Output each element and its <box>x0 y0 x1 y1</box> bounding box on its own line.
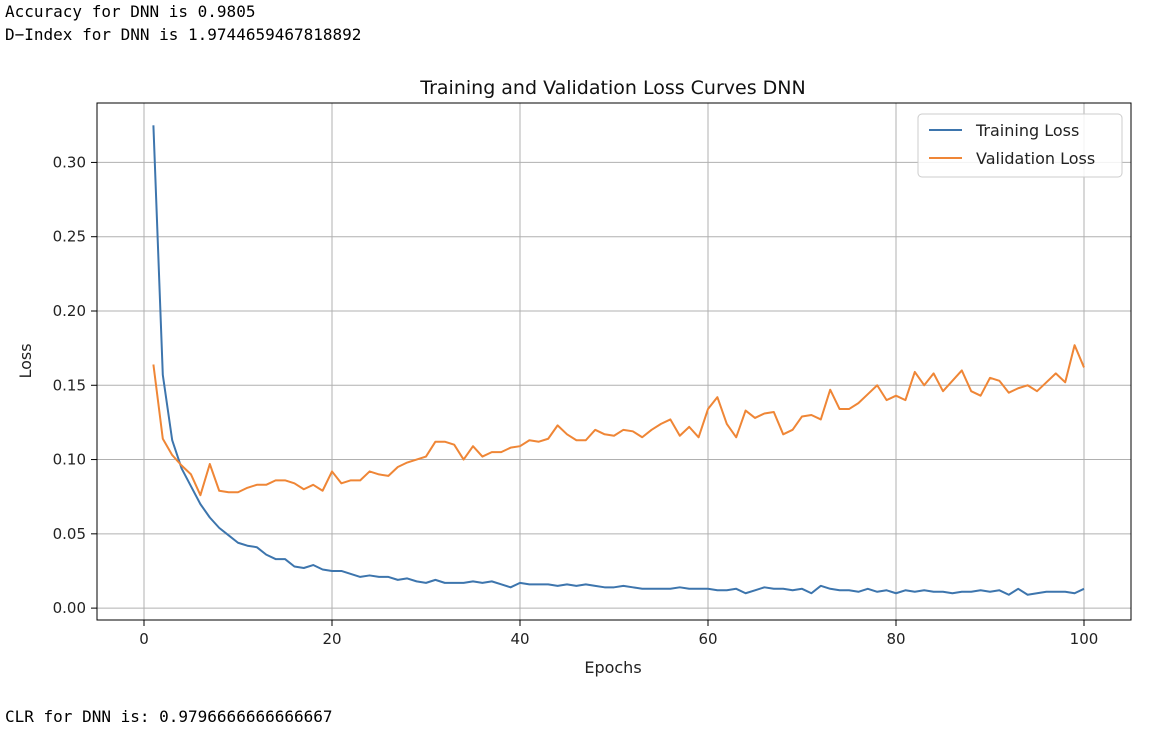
clr-output-line: CLR for DNN is: 0.9796666666666667 <box>5 707 333 726</box>
x-tick-label: 40 <box>510 630 529 648</box>
training-loss-line <box>152 125 1085 596</box>
validation-loss-line <box>152 344 1085 497</box>
loss-curve-chart: Training and Validation Loss Curves DNN … <box>16 77 1132 677</box>
axis-ticks: 0 20 40 60 80 100 0.00 0.05 0.10 0.15 0.20 0.25 0.30 <box>53 153 1099 648</box>
y-tick-label: 0.00 <box>53 599 86 617</box>
chart-title: Training and Validation Loss Curves DNN <box>419 77 805 99</box>
y-axis-label: Loss <box>16 343 35 378</box>
grid-lines <box>97 103 1131 620</box>
y-tick-label: 0.25 <box>53 228 86 246</box>
x-tick-label: 20 <box>322 630 341 648</box>
y-tick-label: 0.20 <box>53 302 86 320</box>
y-tick-label: 0.15 <box>53 376 86 394</box>
legend-label-validation-loss: Validation Loss <box>976 149 1095 168</box>
x-tick-label: 0 <box>139 630 149 648</box>
y-tick-label: 0.30 <box>53 153 86 171</box>
legend-label-training-loss: Training Loss <box>975 121 1079 140</box>
x-tick-label: 100 <box>1070 630 1099 648</box>
series-lines <box>152 125 1085 596</box>
dindex-output-line: D−Index for DNN is 1.9744659467818892 <box>5 25 362 44</box>
x-tick-label: 60 <box>698 630 717 648</box>
x-axis-label: Epochs <box>584 658 641 677</box>
legend-box <box>917 113 1123 178</box>
y-tick-label: 0.10 <box>53 451 86 469</box>
plot-frame <box>96 102 1132 621</box>
y-tick-label: 0.05 <box>53 525 86 543</box>
x-tick-label: 80 <box>886 630 905 648</box>
chart-legend: Training Loss Validation Loss <box>917 113 1123 178</box>
accuracy-output-line: Accuracy for DNN is 0.9805 <box>5 2 256 21</box>
